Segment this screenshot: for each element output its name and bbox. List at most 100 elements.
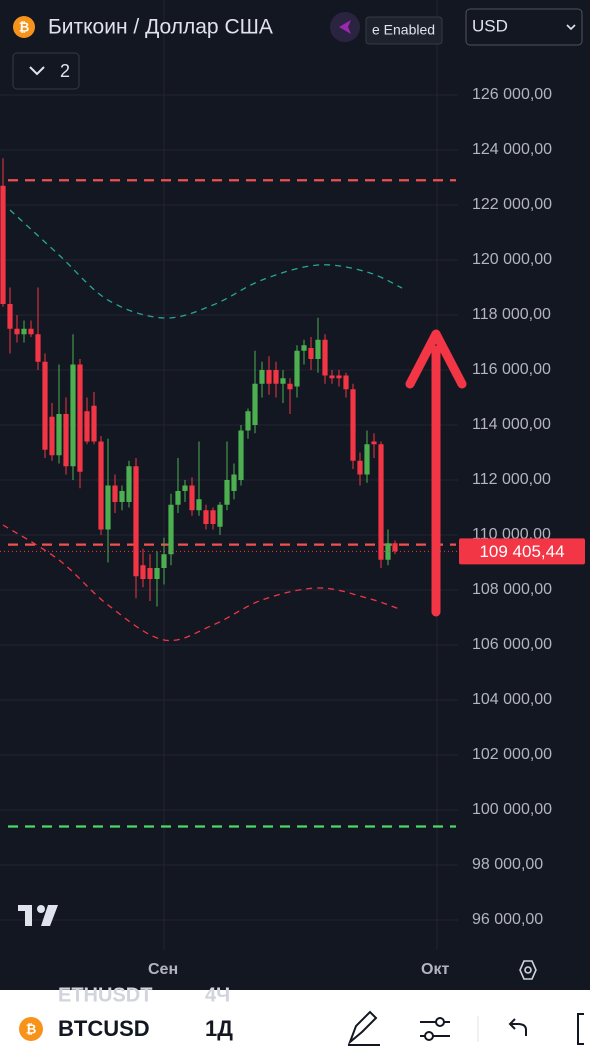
- candle-body: [35, 334, 41, 362]
- candle-body: [42, 361, 48, 450]
- y-tick-label: 102 000,00: [472, 746, 552, 763]
- candle-body: [336, 375, 342, 379]
- candle-body: [350, 389, 356, 461]
- y-tick-label: 112 000,00: [472, 471, 551, 488]
- candle-body: [7, 304, 13, 329]
- y-tick-label: 100 000,00: [472, 801, 552, 818]
- candle-body: [203, 510, 209, 524]
- last-price-box: [459, 538, 585, 565]
- footer-interval[interactable]: 1Д: [205, 1016, 233, 1041]
- candle-body: [378, 444, 384, 560]
- y-tick-label: 98 000,00: [472, 856, 543, 873]
- grid: [0, 0, 458, 950]
- undo-button[interactable]: [508, 1018, 527, 1036]
- candle-body: [189, 485, 195, 511]
- candle-body: [371, 441, 377, 445]
- btc-glyph: ₿: [19, 19, 30, 34]
- candle-body: [168, 504, 174, 555]
- candle-body: [238, 430, 244, 480]
- ghost-symbol: ETHUSDT: [58, 984, 152, 1006]
- candle-body: [322, 339, 328, 376]
- band-line: [2, 524, 403, 642]
- collapse-chevron: [29, 66, 45, 76]
- settings-button[interactable]: [519, 960, 537, 980]
- candle-body: [343, 375, 349, 390]
- footer-btc-icon: [19, 1017, 43, 1041]
- symbol-title: Биткоин / Доллар США: [48, 16, 273, 39]
- candle-body: [98, 441, 104, 530]
- footer-btc-glyph: ₿: [26, 1021, 37, 1036]
- y-tick-label: 122 000,00: [472, 196, 552, 213]
- candle-body: [294, 350, 300, 387]
- candle-body: [217, 504, 223, 527]
- y-tick-label: 118 000,00: [472, 306, 551, 323]
- candle-body: [91, 405, 97, 442]
- ghost-interval: 4Ч: [205, 984, 230, 1006]
- last-price-label: 109 405,44: [479, 542, 564, 561]
- candle-body: [70, 364, 76, 467]
- candle-body: [119, 491, 125, 502]
- candle-body: [308, 348, 314, 359]
- currency-dropdown[interactable]: [465, 8, 583, 46]
- candle-body: [133, 466, 139, 577]
- footer-symbol[interactable]: BTCUSD: [58, 1016, 150, 1041]
- x-tick-label: Окт: [421, 961, 449, 978]
- indicators-button[interactable]: [420, 1017, 450, 1041]
- tooltip-box: [365, 16, 443, 45]
- tooltip-text: e Enabled: [372, 22, 435, 38]
- y-tick-label: 120 000,00: [472, 251, 552, 268]
- y-tick-label: 108 000,00: [472, 581, 552, 598]
- y-tick-label: 106 000,00: [472, 636, 552, 653]
- candle-body: [126, 466, 132, 502]
- candle-body: [231, 474, 237, 491]
- y-tick-label: 126 000,00: [472, 86, 552, 103]
- draw-tool-button[interactable]: [347, 1010, 380, 1046]
- plugin-icon: [339, 20, 351, 34]
- y-tick-label: 114 000,00: [472, 416, 551, 433]
- candle-body: [287, 383, 293, 390]
- candle-body: [0, 185, 6, 304]
- candle-body: [196, 499, 202, 511]
- price-axis: 96 000,00 98 000,00 100 000,00 102 000,00 10…: [148, 86, 585, 978]
- candle-body: [392, 543, 398, 552]
- candle-body: [301, 345, 307, 351]
- candle-body: [28, 328, 34, 335]
- candle-body: [105, 485, 111, 530]
- fullscreen-button[interactable]: [577, 1013, 584, 1045]
- candle-body: [182, 485, 188, 491]
- candle-body: [210, 510, 216, 524]
- btc-icon: [13, 16, 35, 38]
- candle-body: [329, 375, 335, 379]
- footer-bar: [0, 990, 590, 1059]
- candle-body: [77, 364, 83, 472]
- candle-body: [147, 568, 153, 579]
- y-tick-label: 124 000,00: [472, 141, 552, 158]
- currency-label: USD: [472, 16, 508, 35]
- plot: [0, 158, 458, 828]
- candle-body: [175, 491, 181, 505]
- candle-body: [49, 416, 55, 456]
- candle-body: [357, 460, 363, 475]
- dropdown-chevron: [566, 24, 576, 31]
- settings-dot: [524, 966, 532, 974]
- candle-body: [364, 444, 370, 475]
- y-tick-label: 116 000,00: [472, 361, 551, 378]
- y-tick-label: 104 000,00: [472, 691, 552, 708]
- tv-logo: [18, 905, 58, 926]
- candle-body: [21, 328, 27, 335]
- candle-body: [280, 378, 286, 384]
- collapse-count: 2: [60, 61, 70, 81]
- candle-body: [259, 370, 265, 384]
- candle-body: [224, 480, 230, 505]
- candle-body: [266, 370, 272, 384]
- candle-body: [154, 568, 160, 579]
- candle-body: [56, 414, 62, 456]
- candle-body: [252, 383, 258, 425]
- x-tick-label: Сен: [148, 961, 178, 978]
- arrow-annotation: [405, 329, 467, 617]
- band-line: [9, 209, 403, 319]
- collapse-button[interactable]: [12, 52, 80, 90]
- candle-body: [14, 328, 20, 335]
